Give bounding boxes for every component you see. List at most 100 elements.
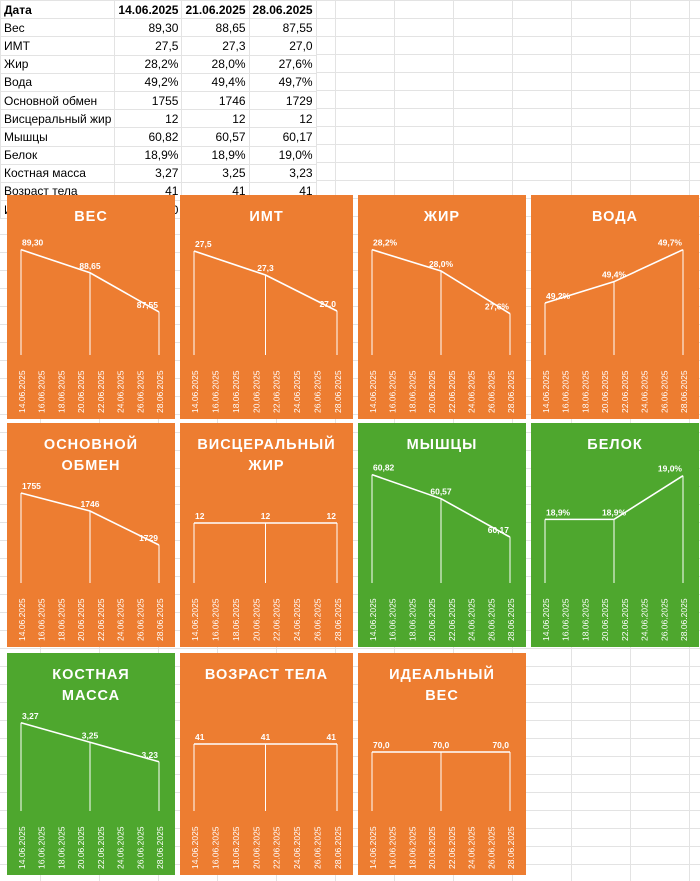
table-row: Жир 28,2% 28,0% 27,6% [0, 54, 317, 74]
x-tick-label: 14.06.2025 [17, 826, 27, 869]
header-date-3[interactable]: 28.06.2025 [248, 0, 317, 20]
x-tick-label: 18.06.2025 [580, 370, 590, 413]
row-label[interactable]: Вода [0, 72, 116, 92]
row-value[interactable]: 3,25 [181, 163, 250, 183]
row-value[interactable]: 49,4% [181, 72, 250, 92]
chart-7[interactable]: МЫШЦЫ 60,82 60,57 60,17 14.06.2025 16.06.2025… [358, 423, 526, 647]
data-label: 1755 [22, 481, 41, 491]
series-line [20, 492, 160, 546]
table-row: Мышцы 60,82 60,57 60,17 [0, 127, 317, 147]
x-tick-label: 26.06.2025 [313, 370, 323, 413]
chart-5[interactable]: ОСНОВНОЙ ОБМЕН 1755 1746 1729 14.06.2025 16.06… [7, 423, 175, 647]
x-tick-label: 16.06.2025 [210, 826, 220, 869]
x-tick-label: 24.06.2025 [292, 598, 302, 641]
x-tick-label: 16.06.2025 [210, 598, 220, 641]
row-value[interactable]: 1755 [114, 90, 183, 111]
x-tick-label: 26.06.2025 [313, 598, 323, 641]
row-label[interactable]: Висцеральный жир [0, 109, 116, 129]
row-value[interactable]: 49,2% [114, 72, 183, 92]
x-tick-label: 18.06.2025 [231, 598, 241, 641]
chart-background [7, 423, 175, 647]
row-value[interactable]: 19,0% [248, 145, 317, 165]
x-tick-label: 14.06.2025 [17, 598, 27, 641]
x-tick-label: 18.06.2025 [231, 370, 241, 413]
row-value[interactable]: 49,7% [248, 72, 317, 92]
measurements-table: Дата 14.06.2025 21.06.2025 28.06.2025 Вес 89,… [0, 0, 317, 220]
row-label[interactable]: Белок [0, 145, 116, 165]
data-label: 18,9% [546, 507, 571, 517]
chart-title: ВЕС [74, 209, 108, 225]
chart-title: ВОДА [592, 209, 638, 225]
row-value[interactable]: 18,9% [181, 145, 250, 165]
header-date-2[interactable]: 21.06.2025 [181, 0, 250, 20]
chart-2[interactable]: ИМТ 27,5 27,3 27,0 14.06.2025 16.06.2025 18.06… [180, 195, 353, 419]
series-line [371, 248, 511, 315]
row-label[interactable]: Мышцы [0, 127, 116, 147]
x-tick-label: 28.06.2025 [155, 370, 165, 413]
data-label: 49,4% [602, 270, 627, 280]
table-row: Вес 89,30 88,65 87,55 [0, 18, 317, 38]
header-date-1[interactable]: 14.06.2025 [114, 0, 183, 20]
row-value[interactable]: 12 [248, 109, 317, 129]
row-value[interactable]: 60,17 [248, 127, 317, 147]
data-label: 70,0 [373, 740, 390, 750]
row-value[interactable]: 12 [181, 109, 250, 129]
x-tick-label: 28.06.2025 [155, 826, 165, 869]
row-value[interactable]: 28,2% [114, 54, 183, 74]
chart-background [180, 653, 353, 875]
x-tick-label: 20.06.2025 [76, 598, 86, 641]
row-value[interactable]: 18,9% [114, 145, 183, 165]
data-label: 41 [261, 732, 271, 742]
row-value[interactable]: 87,55 [248, 18, 317, 38]
row-label[interactable]: Основной обмен [0, 90, 116, 111]
row-label[interactable]: Вес [0, 18, 116, 38]
data-label: 27,5 [195, 239, 212, 249]
x-tick-label: 26.06.2025 [486, 826, 496, 869]
x-tick-label: 24.06.2025 [116, 598, 126, 641]
row-label[interactable]: Костная масса [0, 163, 116, 183]
row-value[interactable]: 27,0 [248, 36, 317, 56]
x-tick-label: 18.06.2025 [407, 598, 417, 641]
row-value[interactable]: 27,6% [248, 54, 317, 74]
row-value[interactable]: 89,30 [114, 18, 183, 38]
x-tick-label: 24.06.2025 [292, 826, 302, 869]
x-tick-label: 18.06.2025 [580, 598, 590, 641]
x-tick-label: 20.06.2025 [600, 598, 610, 641]
chart-6[interactable]: ВИСЦЕРАЛЬНЫЙ ЖИР 12 12 12 14.06.2025 16.06.202… [180, 423, 353, 647]
row-value[interactable]: 1746 [181, 90, 250, 111]
x-tick-label: 26.06.2025 [486, 370, 496, 413]
x-tick-label: 22.06.2025 [447, 826, 457, 869]
data-label: 3,25 [82, 730, 99, 740]
chart-4[interactable]: ВОДА 49,2% 49,4% 49,7% 14.06.2025 16.06.2025 1… [531, 195, 699, 419]
x-tick-label: 20.06.2025 [251, 598, 261, 641]
row-value[interactable]: 27,5 [114, 36, 183, 56]
row-value[interactable]: 27,3 [181, 36, 250, 56]
data-label: 88,65 [79, 261, 101, 271]
chart-10[interactable]: ВОЗРАСТ ТЕЛА 41 41 41 14.06.2025 16.06.2025 18… [180, 653, 353, 875]
chart-3[interactable]: ЖИР 28,2% 28,0% 27,6% 14.06.2025 16.06.2025 18… [358, 195, 526, 419]
row-value[interactable]: 3,23 [248, 163, 317, 183]
x-tick-label: 24.06.2025 [640, 598, 650, 641]
row-value[interactable]: 60,57 [181, 127, 250, 147]
row-value[interactable]: 88,65 [181, 18, 250, 38]
x-tick-label: 18.06.2025 [56, 598, 66, 641]
x-tick-label: 22.06.2025 [620, 370, 630, 413]
chart-11[interactable]: ИДЕАЛЬНЫЙ ВЕС 70,0 70,0 70,0 14.06.2025 16.06.… [358, 653, 526, 875]
x-tick-label: 18.06.2025 [407, 370, 417, 413]
x-tick-label: 20.06.2025 [76, 370, 86, 413]
chart-title: ВОЗРАСТ ТЕЛА [205, 667, 328, 683]
row-value[interactable]: 60,82 [114, 127, 183, 147]
row-value[interactable]: 12 [114, 109, 183, 129]
row-value[interactable]: 1729 [248, 90, 317, 111]
row-label[interactable]: Жир [0, 54, 116, 74]
data-label: 89,30 [22, 238, 44, 248]
header-date-label[interactable]: Дата [0, 0, 116, 20]
chart-9[interactable]: КОСТНАЯ МАССА 3,27 3,25 3,23 14.06.2025 16.06.… [7, 653, 175, 875]
row-value[interactable]: 3,27 [114, 163, 183, 183]
chart-1[interactable]: ВЕС 89,30 88,65 87,55 14.06.2025 16.06.2025 18… [7, 195, 175, 419]
row-value[interactable]: 28,0% [181, 54, 250, 74]
row-label[interactable]: ИМТ [0, 36, 116, 56]
x-tick-label: 22.06.2025 [272, 598, 282, 641]
x-tick-label: 24.06.2025 [116, 370, 126, 413]
chart-8[interactable]: БЕЛОК 18,9% 18,9% 19,0% 14.06.2025 16.06.2025… [531, 423, 699, 647]
